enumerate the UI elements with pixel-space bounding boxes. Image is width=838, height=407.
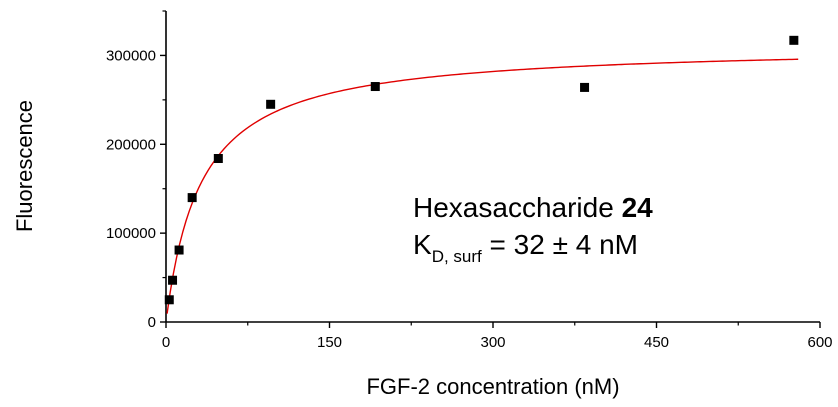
y-tick-label: 300000 bbox=[106, 47, 156, 64]
ticks bbox=[160, 10, 821, 328]
annotation-compound-number: 24 bbox=[622, 192, 654, 223]
data-point bbox=[164, 295, 174, 305]
annotation: Hexasaccharide 24 KD, surf = 32 ± 4 nM bbox=[413, 192, 653, 266]
data-point bbox=[370, 82, 380, 92]
annotation-line-2: KD, surf = 32 ± 4 nM bbox=[413, 229, 638, 266]
annotation-subscript: D, surf bbox=[432, 247, 482, 266]
tick-labels: 0 150 300 450 600 0 100000 200000 300000 bbox=[106, 47, 833, 351]
annotation-compound: Hexasaccharide bbox=[413, 192, 622, 223]
data-points bbox=[164, 35, 799, 305]
y-tick-label: 0 bbox=[148, 314, 156, 331]
y-tick-label: 100000 bbox=[106, 225, 156, 242]
data-point bbox=[187, 193, 197, 203]
data-point bbox=[580, 82, 590, 92]
data-point bbox=[174, 245, 184, 255]
x-axis-title: FGF-2 concentration (nM) bbox=[366, 374, 619, 399]
data-point bbox=[789, 35, 799, 45]
annotation-kd-value: = 32 ± 4 nM bbox=[482, 229, 638, 260]
x-tick-label: 600 bbox=[807, 334, 832, 351]
data-point bbox=[266, 99, 276, 109]
y-tick-label: 200000 bbox=[106, 136, 156, 153]
x-tick-label: 300 bbox=[480, 334, 505, 351]
data-point bbox=[213, 154, 223, 164]
x-tick-label: 450 bbox=[644, 334, 669, 351]
axes bbox=[165, 11, 820, 323]
annotation-k: K bbox=[413, 229, 432, 260]
data-point bbox=[168, 275, 178, 285]
fit-curve bbox=[166, 58, 799, 314]
y-axis-title: Fluorescence bbox=[12, 100, 37, 232]
annotation-line-1: Hexasaccharide 24 bbox=[413, 192, 653, 223]
x-tick-label: 150 bbox=[317, 334, 342, 351]
x-tick-label: 0 bbox=[162, 334, 170, 351]
